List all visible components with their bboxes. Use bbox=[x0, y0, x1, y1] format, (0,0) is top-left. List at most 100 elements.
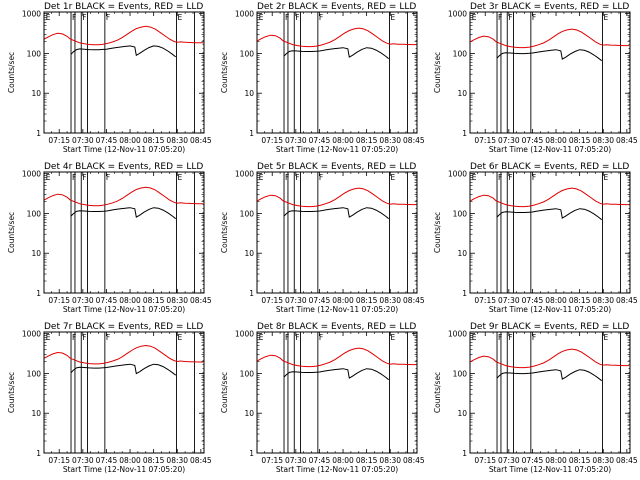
events-series-line bbox=[283, 368, 390, 381]
lld-series-line bbox=[257, 347, 417, 368]
detector-chart: Det 9r BLACK = Events, RED = LLD 1 10 100 10… bbox=[433, 322, 638, 474]
events-series-line bbox=[496, 49, 603, 62]
y-tick-label: 10 bbox=[244, 409, 254, 418]
panel-title: Det 1r BLACK = Events, RED = LLD bbox=[44, 2, 203, 12]
detector-chart: Det 8r BLACK = Events, RED = LLD 1 10 100 10… bbox=[220, 322, 425, 474]
x-axis-label: Start Time (12-Nov-11 07:05:20) bbox=[63, 145, 185, 154]
detector-panel: Det 8r BLACK = Events, RED = LLD 1 10 100 10… bbox=[213, 320, 426, 480]
y-axis-label: Counts/sec bbox=[220, 372, 229, 413]
y-tick-label: 10 bbox=[31, 89, 41, 98]
x-tick-label: 08:00 bbox=[119, 456, 141, 465]
event-marker-label: F bbox=[508, 13, 512, 22]
y-axis-label: Counts/sec bbox=[7, 212, 16, 253]
plot-frame bbox=[469, 171, 631, 294]
x-tick-label: 07:30 bbox=[72, 136, 94, 145]
y-axis-label: Counts/sec bbox=[7, 52, 16, 93]
lld-series-line bbox=[44, 25, 204, 46]
events-series-line bbox=[70, 363, 177, 376]
x-tick-label: 08:15 bbox=[356, 456, 378, 465]
event-marker-label: F bbox=[295, 173, 299, 182]
x-tick-label: 08:45 bbox=[190, 456, 212, 465]
x-tick-label: 08:00 bbox=[332, 136, 354, 145]
event-marker-label: E bbox=[603, 173, 608, 182]
y-tick-label: 1000 bbox=[235, 330, 254, 339]
event-marker-label: E bbox=[46, 13, 51, 22]
event-marker-label: F bbox=[532, 333, 536, 342]
plot-frame bbox=[256, 171, 418, 294]
lld-series-line bbox=[470, 187, 630, 208]
event-marker-label: E bbox=[177, 173, 182, 182]
x-tick-label: 07:15 bbox=[48, 296, 70, 305]
event-marker-label: F bbox=[319, 333, 323, 342]
y-tick-label: 1000 bbox=[22, 10, 41, 19]
panel-title: Det 6r BLACK = Events, RED = LLD bbox=[470, 162, 629, 172]
detector-panel: Det 1r BLACK = Events, RED = LLD 1 10 100 10… bbox=[0, 0, 213, 160]
y-tick-label: 1 bbox=[36, 129, 41, 138]
x-tick-label: 08:30 bbox=[592, 296, 614, 305]
y-tick-label: 10 bbox=[244, 89, 254, 98]
event-marker-label: F bbox=[72, 13, 76, 22]
x-tick-label: 08:30 bbox=[379, 456, 401, 465]
event-marker-label: F bbox=[295, 333, 299, 342]
x-tick-label: 08:15 bbox=[569, 456, 591, 465]
y-tick-label: 100 bbox=[27, 209, 42, 218]
x-tick-label: 08:00 bbox=[545, 296, 567, 305]
y-tick-label: 1000 bbox=[22, 330, 41, 339]
event-marker-label: F bbox=[82, 173, 86, 182]
event-marker-label: F bbox=[319, 173, 323, 182]
y-axis-label: Counts/sec bbox=[433, 372, 442, 413]
y-tick-label: 100 bbox=[453, 209, 468, 218]
plot-frame bbox=[256, 331, 418, 454]
event-marker-label: E bbox=[259, 13, 264, 22]
events-series-line bbox=[283, 47, 390, 60]
y-tick-label: 100 bbox=[453, 49, 468, 58]
x-tick-label: 07:45 bbox=[522, 136, 544, 145]
x-tick-label: 07:45 bbox=[522, 296, 544, 305]
y-tick-label: 1000 bbox=[448, 10, 467, 19]
x-tick-label: 08:15 bbox=[143, 136, 165, 145]
y-tick-label: 100 bbox=[27, 369, 42, 378]
event-marker-label: F bbox=[319, 13, 323, 22]
panel-title: Det 8r BLACK = Events, RED = LLD bbox=[257, 322, 416, 332]
y-tick-label: 10 bbox=[31, 249, 41, 258]
events-series-line bbox=[496, 208, 603, 221]
y-axis-label: Counts/sec bbox=[220, 52, 229, 93]
x-tick-label: 08:15 bbox=[143, 456, 165, 465]
x-tick-label: 07:30 bbox=[285, 136, 307, 145]
x-tick-label: 08:15 bbox=[569, 296, 591, 305]
x-axis-label: Start Time (12-Nov-11 07:05:20) bbox=[276, 465, 398, 474]
x-tick-label: 07:30 bbox=[285, 456, 307, 465]
panel-title: Det 7r BLACK = Events, RED = LLD bbox=[44, 322, 203, 332]
events-series-line bbox=[283, 207, 390, 220]
event-marker-label: F bbox=[532, 13, 536, 22]
event-marker-label: E bbox=[177, 333, 182, 342]
x-tick-label: 07:45 bbox=[309, 296, 331, 305]
x-tick-label: 07:30 bbox=[498, 136, 520, 145]
event-marker-label: E bbox=[390, 173, 395, 182]
event-marker-label: F bbox=[72, 173, 76, 182]
y-tick-label: 1000 bbox=[22, 170, 41, 179]
y-tick-label: 1 bbox=[249, 449, 254, 458]
event-marker-label: F bbox=[106, 333, 110, 342]
y-tick-label: 1 bbox=[249, 289, 254, 298]
y-axis-label: Counts/sec bbox=[433, 52, 442, 93]
x-tick-label: 08:30 bbox=[166, 296, 188, 305]
y-tick-label: 1000 bbox=[235, 170, 254, 179]
x-tick-label: 07:45 bbox=[96, 296, 118, 305]
event-marker-label: F bbox=[498, 333, 502, 342]
x-tick-label: 08:15 bbox=[356, 296, 378, 305]
x-tick-label: 08:45 bbox=[403, 296, 425, 305]
y-tick-label: 1 bbox=[36, 289, 41, 298]
detector-panel: Det 3r BLACK = Events, RED = LLD 1 10 100 10… bbox=[426, 0, 639, 160]
x-axis-label: Start Time (12-Nov-11 07:05:20) bbox=[63, 305, 185, 314]
x-tick-label: 08:00 bbox=[545, 456, 567, 465]
x-tick-label: 07:45 bbox=[522, 456, 544, 465]
x-axis-label: Start Time (12-Nov-11 07:05:20) bbox=[489, 145, 611, 154]
panel-title: Det 3r BLACK = Events, RED = LLD bbox=[470, 2, 629, 12]
x-tick-label: 07:15 bbox=[261, 136, 283, 145]
events-series-line bbox=[496, 369, 603, 382]
y-tick-label: 10 bbox=[457, 409, 467, 418]
x-tick-label: 08:15 bbox=[356, 136, 378, 145]
events-series-line bbox=[70, 45, 177, 58]
event-marker-label: E bbox=[603, 13, 608, 22]
